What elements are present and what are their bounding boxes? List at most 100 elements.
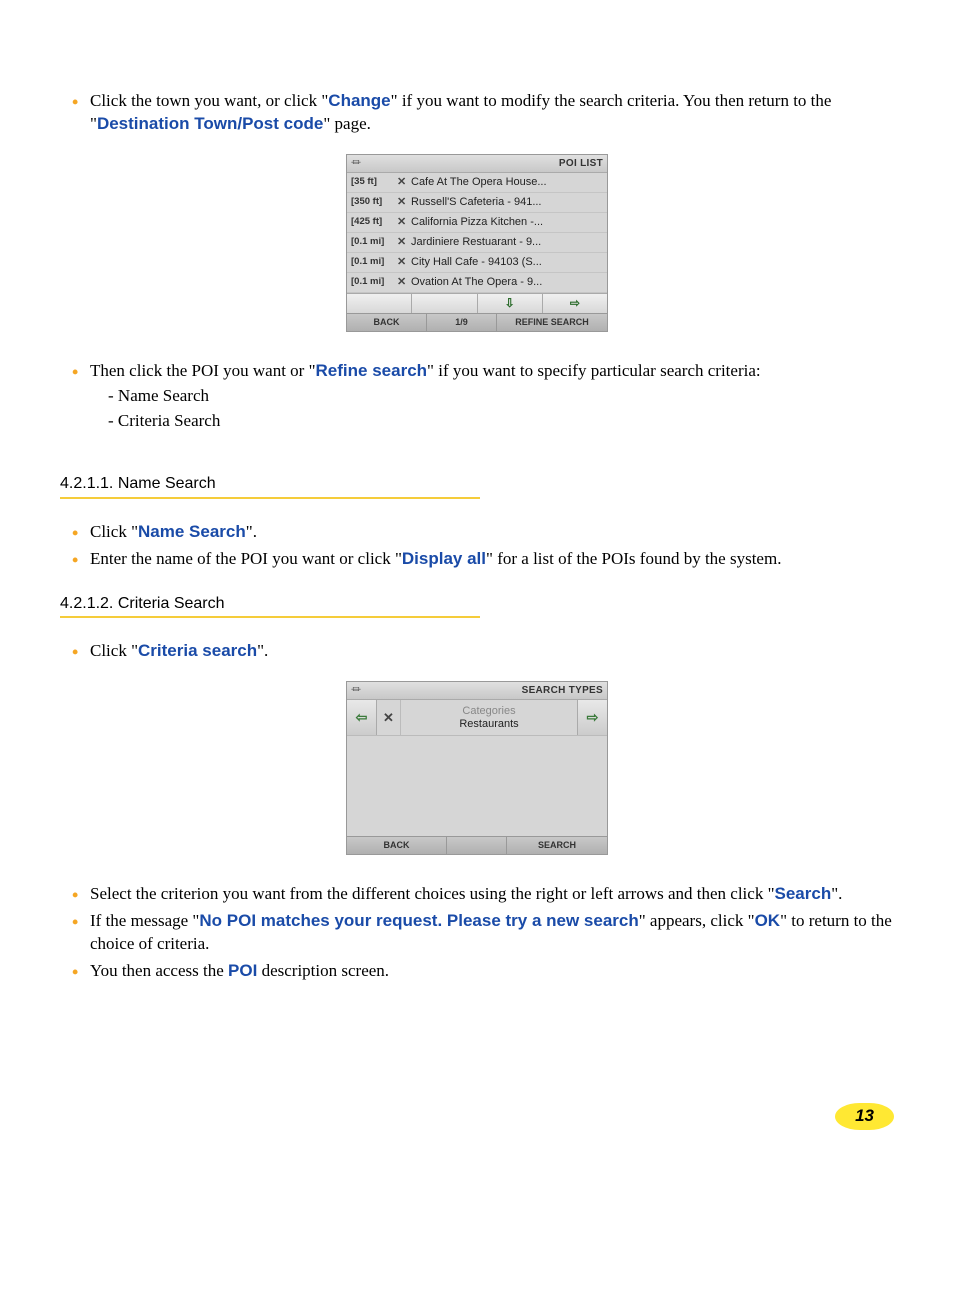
search-button[interactable]: SEARCH: [507, 837, 607, 854]
gps-icon: ⏛: [351, 684, 361, 698]
poi-list-screenshot: ⏛ POI LIST [35 ft]✕Cafe At The Opera Hou…: [60, 154, 894, 332]
page-number-container: 13: [60, 1103, 894, 1130]
text: ".: [246, 522, 257, 541]
sublist: - Name Search - Criteria Search: [90, 385, 894, 433]
text: Click ": [90, 522, 138, 541]
ok-keyword: OK: [755, 911, 781, 930]
poi-x-icon: ✕: [397, 175, 411, 190]
poi-distance: [0.1 mi]: [351, 236, 397, 249]
page-number-badge: 13: [835, 1103, 894, 1130]
criteria-search-keyword: Criteria search: [138, 641, 257, 660]
poi-name: Russell'S Cafeteria - 941...: [411, 195, 603, 210]
text: Enter the name of the POI you want or cl…: [90, 549, 402, 568]
page-indicator: 1/9: [427, 314, 497, 331]
toolbar-down-button[interactable]: ⇩: [478, 294, 543, 313]
poi-name: Jardiniere Restuarant - 9...: [411, 235, 603, 250]
bullet-item: You then access the POI description scre…: [90, 960, 894, 983]
poi-name: Ovation At The Opera - 9...: [411, 275, 603, 290]
text: Select the criterion you want from the d…: [90, 884, 775, 903]
refine-keyword: Refine search: [316, 361, 428, 380]
poi-x-icon: ✕: [397, 215, 411, 230]
category-selector-row: ⇦ ✕ Categories Restaurants ⇨: [347, 700, 607, 736]
poi-distance: [35 ft]: [351, 176, 397, 189]
screen-title: SEARCH TYPES: [522, 684, 603, 698]
text: " if you want to specify particular sear…: [427, 361, 761, 380]
text: Click the town you want, or click ": [90, 91, 328, 110]
poi-list-row[interactable]: [35 ft]✕Cafe At The Opera House...: [347, 173, 607, 193]
text: ".: [831, 884, 842, 903]
bullet-list-3: Click "Name Search". Enter the name of t…: [60, 521, 894, 571]
bullet-list-4: Click "Criteria search".: [60, 640, 894, 663]
bullet-item: Click "Name Search".: [90, 521, 894, 544]
category-label: Categories: [462, 705, 515, 718]
category-value: Restaurants: [459, 718, 518, 731]
destination-keyword: Destination Town/Post code: [97, 114, 323, 133]
refine-search-button[interactable]: REFINE SEARCH: [497, 314, 607, 331]
toolbar-right-button[interactable]: ⇨: [543, 294, 607, 313]
text: " appears, click ": [639, 911, 755, 930]
bullet-list-2: Then click the POI you want or "Refine s…: [60, 360, 894, 433]
sublist-item: - Name Search: [108, 385, 894, 408]
screen-footer: BACK 1/9 REFINE SEARCH: [347, 313, 607, 331]
poi-list-row[interactable]: [350 ft]✕Russell'S Cafeteria - 941...: [347, 193, 607, 213]
screen-header: ⏛ POI LIST: [347, 155, 607, 173]
text: You then access the: [90, 961, 228, 980]
poi-distance: [0.1 mi]: [351, 256, 397, 269]
poi-list-row[interactable]: [425 ft]✕California Pizza Kitchen -...: [347, 213, 607, 233]
toolbar-blank-2[interactable]: [412, 294, 477, 313]
poi-x-icon: ✕: [397, 275, 411, 290]
change-keyword: Change: [328, 91, 390, 110]
poi-list-row[interactable]: [0.1 mi]✕Jardiniere Restuarant - 9...: [347, 233, 607, 253]
text: Click ": [90, 641, 138, 660]
poi-distance: [0.1 mi]: [351, 276, 397, 289]
text: If the message ": [90, 911, 199, 930]
bullet-list-1: Click the town you want, or click "Chang…: [60, 90, 894, 136]
bullet-item: If the message "No POI matches your requ…: [90, 910, 894, 956]
down-arrow-icon: ⇩: [505, 295, 515, 311]
search-types-screenshot: ⏛ SEARCH TYPES ⇦ ✕ Categories Restaurant…: [60, 681, 894, 855]
back-button[interactable]: BACK: [347, 314, 427, 331]
text: Then click the POI you want or ": [90, 361, 316, 380]
screen-body: ⇦ ✕ Categories Restaurants ⇨: [347, 700, 607, 836]
poi-name: Cafe At The Opera House...: [411, 175, 603, 190]
right-arrow-icon: ⇨: [570, 295, 580, 311]
section-heading-criteria-search: 4.2.1.2. Criteria Search: [60, 593, 480, 619]
device-screen-search-types: ⏛ SEARCH TYPES ⇦ ✕ Categories Restaurant…: [346, 681, 608, 855]
poi-x-icon: ✕: [397, 195, 411, 210]
poi-list-row[interactable]: [0.1 mi]✕Ovation At The Opera - 9...: [347, 273, 607, 293]
text: " page.: [323, 114, 371, 133]
section-heading-name-search: 4.2.1.1. Name Search: [60, 473, 480, 499]
poi-x-icon: ✕: [397, 235, 411, 250]
name-search-keyword: Name Search: [138, 522, 246, 541]
search-keyword: Search: [775, 884, 832, 903]
text: ".: [257, 641, 268, 660]
bullet-list-5: Select the criterion you want from the d…: [60, 883, 894, 983]
back-button[interactable]: BACK: [347, 837, 447, 854]
gps-icon: ⏛: [351, 157, 361, 171]
toolbar: ⇩ ⇨: [347, 293, 607, 313]
next-category-button[interactable]: ⇨: [577, 700, 607, 735]
sublist-item: - Criteria Search: [108, 410, 894, 433]
toolbar-blank-1[interactable]: [347, 294, 412, 313]
no-poi-message: No POI matches your request. Please try …: [199, 911, 638, 930]
text: " for a list of the POIs found by the sy…: [486, 549, 781, 568]
category-display: Categories Restaurants: [401, 700, 577, 735]
clear-category-button[interactable]: ✕: [377, 700, 401, 735]
poi-name: California Pizza Kitchen -...: [411, 215, 603, 230]
screen-footer: BACK SEARCH: [347, 836, 607, 854]
bullet-item: Click the town you want, or click "Chang…: [90, 90, 894, 136]
poi-list-row[interactable]: [0.1 mi]✕City Hall Cafe - 94103 (S...: [347, 253, 607, 273]
poi-x-icon: ✕: [397, 255, 411, 270]
poi-distance: [425 ft]: [351, 216, 397, 229]
bullet-item: Enter the name of the POI you want or cl…: [90, 548, 894, 571]
screen-header: ⏛ SEARCH TYPES: [347, 682, 607, 700]
text: description screen.: [257, 961, 389, 980]
footer-spacer: [447, 837, 507, 854]
bullet-item: Select the criterion you want from the d…: [90, 883, 894, 906]
device-screen-poi-list: ⏛ POI LIST [35 ft]✕Cafe At The Opera Hou…: [346, 154, 608, 332]
prev-category-button[interactable]: ⇦: [347, 700, 377, 735]
right-arrow-icon: ⇨: [587, 708, 599, 727]
left-arrow-icon: ⇦: [356, 708, 368, 727]
poi-keyword: POI: [228, 961, 257, 980]
screen-title: POI LIST: [559, 157, 603, 171]
